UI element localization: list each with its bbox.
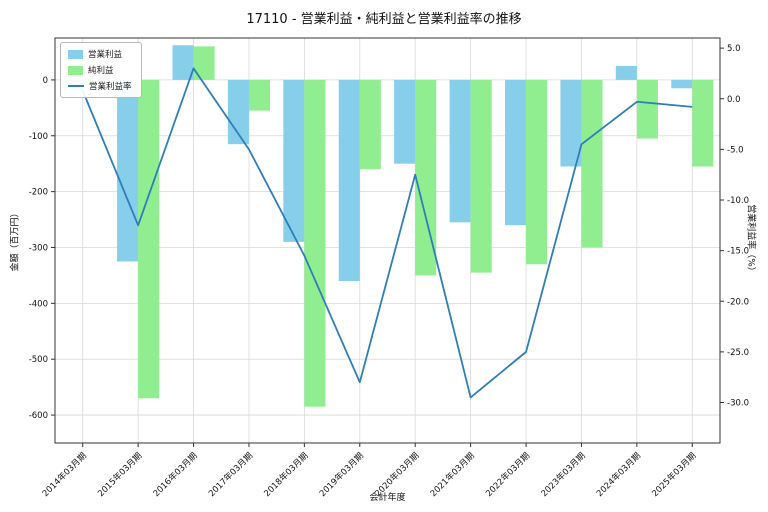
y-axis-label-left: 金額（百万円） xyxy=(10,208,21,272)
bar-1-8 xyxy=(526,79,548,265)
bar-1-6 xyxy=(415,79,437,276)
margin-line xyxy=(81,67,693,399)
legend-item-operating-profit: 営業利益 xyxy=(68,48,132,60)
bar-0-7 xyxy=(449,79,471,223)
bar-0-3 xyxy=(227,79,249,145)
bar-0-9 xyxy=(560,79,582,167)
net-profit-swatch xyxy=(68,65,83,75)
bar-1-3 xyxy=(248,79,271,111)
bar-1-4 xyxy=(304,79,326,407)
right-tick-label: -25.0 xyxy=(727,348,749,358)
bar-0-1 xyxy=(117,79,139,262)
bar-1-2 xyxy=(193,46,215,80)
left-tick-label: -200 xyxy=(29,188,48,198)
right-tick-label: 5.0 xyxy=(727,44,741,54)
x-axis-label: 会計年度 xyxy=(369,493,406,503)
y-axis-label-right: 営業利益率（%） xyxy=(745,204,756,276)
legend-label: 営業利益率 xyxy=(89,82,132,92)
bar-0-5 xyxy=(338,79,360,282)
right-tick-label: 0.0 xyxy=(727,95,741,105)
left-tick-label: -500 xyxy=(29,355,48,365)
right-tick-label: -10.0 xyxy=(727,196,749,206)
legend-label: 純利益 xyxy=(88,66,114,76)
bar-0-6 xyxy=(394,79,416,164)
legend-item-operating-margin: 営業利益率 xyxy=(68,80,132,92)
right-tick-label: -30.0 xyxy=(727,399,749,409)
bar-1-5 xyxy=(359,79,381,170)
right-tick-label: -15.0 xyxy=(727,247,749,257)
left-tick-label: -400 xyxy=(29,299,48,309)
bar-0-10 xyxy=(615,65,637,80)
bar-1-10 xyxy=(636,79,658,139)
bar-1-1 xyxy=(138,79,160,399)
bar-1-11 xyxy=(692,79,714,167)
bar-1-7 xyxy=(470,79,492,273)
left-tick-label: 0 xyxy=(43,76,48,86)
plot-frame xyxy=(54,37,721,444)
bar-0-11 xyxy=(671,79,693,89)
left-tick-label: -600 xyxy=(29,411,48,421)
legend-label: 営業利益 xyxy=(88,50,123,60)
legend-item-net-profit: 純利益 xyxy=(68,64,132,76)
right-tick-label: -5.0 xyxy=(727,145,744,155)
right-tick-label: -20.0 xyxy=(727,297,749,307)
left-tick-label: -100 xyxy=(29,132,48,142)
operating-profit-swatch xyxy=(68,49,83,59)
chart-title: 17110 - 営業利益・純利益と営業利益率の推移 xyxy=(246,12,522,27)
bar-0-8 xyxy=(504,79,527,226)
legend: 営業利益 純利益 営業利益率 xyxy=(60,42,142,98)
bar-0-4 xyxy=(283,79,305,242)
bar-0-2 xyxy=(172,45,194,80)
bar-1-9 xyxy=(581,79,603,248)
left-tick-label: -300 xyxy=(29,243,48,253)
operating-margin-line-swatch xyxy=(68,85,84,87)
